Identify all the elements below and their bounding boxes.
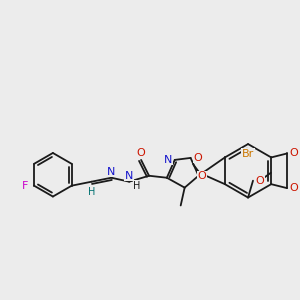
Text: N: N: [125, 171, 134, 181]
Text: Br: Br: [242, 149, 254, 159]
Text: H: H: [88, 187, 95, 196]
Text: N: N: [164, 155, 172, 165]
Text: H: H: [134, 181, 141, 191]
Text: O: O: [137, 148, 146, 158]
Text: O: O: [193, 153, 202, 163]
Text: F: F: [22, 181, 28, 191]
Text: N: N: [107, 167, 116, 177]
Text: O: O: [290, 148, 298, 158]
Text: O: O: [256, 176, 264, 186]
Text: O: O: [198, 171, 206, 181]
Text: O: O: [290, 183, 298, 193]
